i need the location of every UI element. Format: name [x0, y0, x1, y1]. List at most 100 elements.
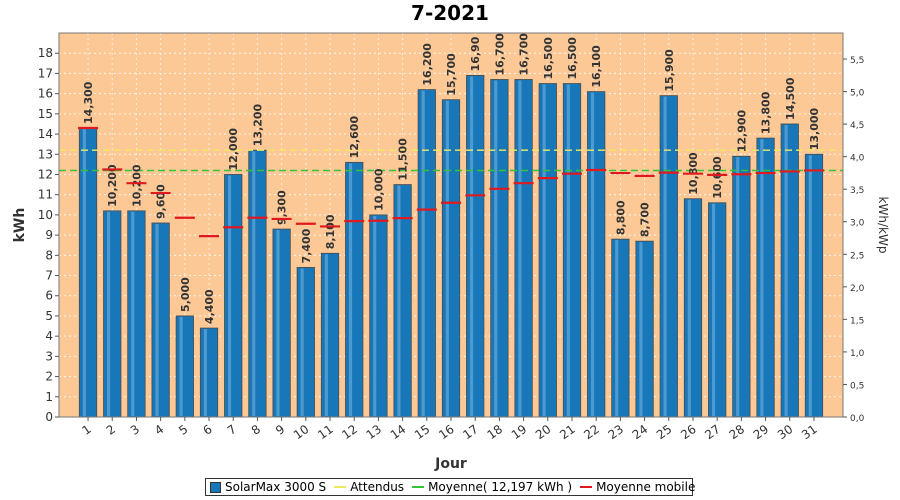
bar-body: [417, 89, 436, 418]
bar: [296, 267, 315, 418]
bar-value-label: 16,500: [542, 37, 555, 80]
bar: [490, 79, 509, 418]
y-tick-label-right: 3,0: [850, 219, 865, 229]
bar-highlight: [784, 124, 788, 417]
bar-body: [804, 153, 824, 418]
legend-label: Moyenne mobile: [596, 480, 696, 494]
y-tick-label-left: 13: [38, 147, 53, 161]
x-tick-label: 10: [291, 422, 312, 442]
bar-highlight: [445, 100, 449, 417]
y-tick-label-right: 2,5: [850, 251, 864, 261]
y-tick-label-right: 5,0: [850, 89, 865, 99]
bar-highlight: [566, 84, 570, 417]
y-axis-label-right: kWh/kWp: [876, 197, 890, 254]
y-tick-label-right: 1,0: [850, 349, 865, 359]
y-tick-label-right: 1,5: [850, 316, 864, 326]
bar-body: [514, 79, 533, 418]
bar: [78, 127, 98, 418]
x-tick-label: 5: [176, 422, 190, 438]
bar-body: [296, 267, 315, 418]
y-tick-label-left: 7: [45, 269, 53, 283]
bar: [393, 184, 412, 418]
x-tick-label: 1: [79, 422, 93, 438]
bar: [441, 99, 461, 418]
bar-value-label: 14,300: [82, 81, 95, 124]
bar-highlight: [131, 211, 135, 416]
y-tick-label-left: 17: [38, 66, 53, 80]
bar: [538, 83, 557, 418]
bar-body: [441, 99, 461, 418]
bar-highlight: [324, 254, 328, 416]
bar-body: [199, 327, 219, 418]
bar-body: [151, 222, 170, 418]
bar: [683, 198, 703, 418]
x-tick-label: 30: [775, 422, 796, 442]
bar-value-label: 16,100: [590, 45, 603, 88]
x-tick-label: 15: [412, 422, 433, 442]
bar: [103, 210, 122, 418]
bar-highlight: [494, 80, 498, 417]
bar-value-label: 16,200: [421, 43, 434, 86]
legend-swatch-line: [580, 486, 593, 488]
x-ticks: 1 2 3 4 5 6 7 8 9 10 11 12 13 14 15 16 17 18 19 20 21 22 23 24 2…: [79, 417, 820, 442]
bar-body: [272, 228, 291, 418]
bar-value-label: 4,400: [203, 289, 216, 324]
x-tick-label: 25: [654, 422, 675, 442]
bar: [345, 161, 364, 418]
y-tick-label-left: 12: [38, 167, 53, 181]
x-tick-label: 24: [630, 422, 651, 442]
bar-value-label: 12,900: [735, 109, 748, 152]
bar: [659, 95, 678, 418]
bar-value-label: 9,600: [155, 184, 168, 219]
bar-value-label: 8,700: [639, 202, 652, 237]
bar-highlight: [736, 157, 740, 416]
bar: [272, 228, 291, 418]
bar-body: [175, 315, 194, 418]
bar-highlight: [711, 203, 716, 416]
bar-body: [466, 75, 485, 418]
bar-body: [732, 155, 751, 418]
bar-highlight: [518, 80, 522, 417]
bar-value-label: 15,900: [663, 49, 676, 92]
bar-body: [683, 198, 703, 418]
bar-value-label: 12,000: [227, 128, 240, 171]
y-tick-label-left: 9: [45, 228, 53, 242]
x-tick-label: 7: [225, 422, 239, 438]
y-tick-label-left: 5: [45, 309, 53, 323]
bar-body: [345, 161, 364, 418]
bar-labels: 14,300 10,200 10,200 9,600 5,000 4,400 12,000 1…: [82, 33, 821, 324]
x-tick-label: 28: [727, 422, 748, 442]
x-tick-label: 27: [702, 422, 723, 442]
y-tick-label-left: 11: [38, 188, 53, 202]
bar: [732, 155, 751, 418]
legend-swatch-line: [334, 486, 347, 488]
bar: [127, 210, 146, 418]
bar-highlight: [421, 90, 425, 416]
x-tick-label: 2: [104, 422, 118, 438]
bar-body: [224, 174, 243, 418]
x-tick-label: 17: [460, 422, 481, 442]
bar: [562, 83, 582, 418]
bar-value-label: 13,800: [760, 91, 773, 134]
legend-label: Attendus: [350, 480, 405, 494]
x-tick-label: 23: [606, 422, 627, 442]
bar: [514, 79, 533, 418]
bar-highlight: [107, 211, 111, 416]
y-tick-label-left: 0: [45, 410, 53, 424]
bar-highlight: [348, 163, 353, 416]
bar-value-label: 15,700: [445, 53, 458, 96]
bar-highlight: [590, 92, 595, 416]
y-axis-label-left: kWh: [12, 208, 28, 243]
bar: [224, 174, 243, 418]
bar: [587, 91, 606, 418]
bar-body: [756, 137, 775, 418]
bar-highlight: [179, 316, 183, 416]
y-tick-label-right: 0,5: [850, 381, 864, 391]
y-tick-label-left: 1: [45, 390, 53, 404]
bar-body: [587, 91, 606, 418]
bar-highlight: [252, 151, 256, 416]
y-tick-label-left: 16: [38, 87, 53, 101]
legend-label: Moyenne( 12,197 kWh ): [428, 480, 573, 494]
bar-value-label: 7,400: [300, 228, 313, 263]
